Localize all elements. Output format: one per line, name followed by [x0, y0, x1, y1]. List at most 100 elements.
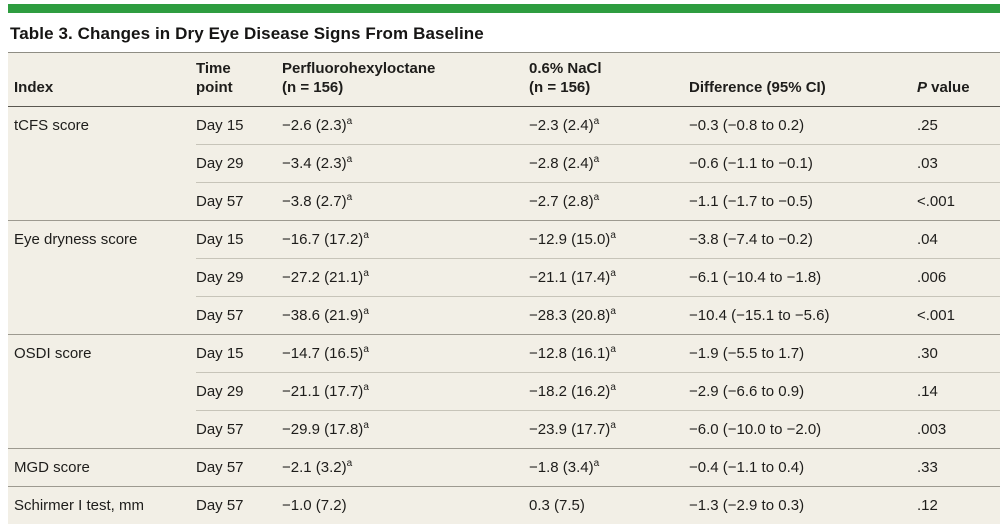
table-row: Day 57 −29.9 (17.8)a −23.9 (17.7)a −6.0 (−1…: [8, 410, 1000, 449]
footnote-marker: a: [363, 344, 369, 355]
cell-difference: −6.1 (−10.4 to −1.8): [689, 258, 917, 297]
footnote-marker: a: [610, 382, 616, 393]
footnote-marker: a: [346, 192, 353, 203]
col-header-time-line2: point: [196, 79, 233, 96]
cell-difference: −0.3 (−0.8 to 0.2): [689, 117, 805, 134]
cell-time-point: Day 57: [196, 182, 282, 221]
col-header-pfh-line1: Perfluorohexyloctane: [282, 60, 436, 77]
cell-nacl-value: −12.8 (16.1)a: [529, 334, 689, 373]
cell-nacl-value: 0.3 (7.5): [529, 486, 689, 524]
cell-time-point: Day 29: [196, 144, 282, 183]
footnote-marker: a: [610, 230, 616, 241]
cell-p-value: .006: [917, 258, 1000, 297]
cell-time-point: Day 29: [196, 372, 282, 411]
accent-bar: [8, 4, 1000, 13]
cell-nacl-value: −28.3 (20.8)a: [529, 296, 689, 335]
footnote-marker: a: [610, 306, 616, 317]
cell-p-value: <.001: [917, 182, 1000, 221]
col-header-time-line1: Time: [196, 60, 231, 77]
cell-pfh-value: −27.2 (21.1)a: [282, 258, 529, 297]
footnote-marker: a: [346, 116, 353, 127]
col-header-nacl-line1: 0.6% NaCl: [529, 60, 602, 77]
cell-pfh-value: −29.9 (17.8)a: [282, 410, 529, 449]
cell-time-point: Day 15: [196, 117, 244, 134]
cell-index: Schirmer I test, mm: [8, 486, 196, 524]
table-row: MGD score Day 57 −2.1 (3.2)a −1.8 (3.4)a −0.…: [8, 448, 1000, 487]
cell-nacl-value: −12.9 (15.0)a: [529, 220, 689, 259]
cell-p-value: .12: [917, 486, 1000, 524]
cell-time-point: Day 57: [196, 296, 282, 335]
footnote-marker: a: [363, 382, 369, 393]
table-body: tCFS score Day 15 −2.6 (2.3)a −2.3 (2.4)a −0…: [8, 107, 1000, 524]
cell-pfh-value: −14.7 (16.5)a: [282, 334, 529, 373]
cell-pfh-value: −3.4 (2.3)a: [282, 144, 529, 183]
cell-p-value: <.001: [917, 296, 1000, 335]
cell-index: OSDI score: [8, 334, 196, 449]
col-header-perfluorohexyloctane: Perfluorohexyloctane (n = 156): [282, 53, 529, 107]
cell-pfh-value: −16.7 (17.2)a: [282, 220, 529, 259]
col-header-index: Index: [8, 53, 196, 107]
cell-difference: −1.9 (−5.5 to 1.7): [689, 334, 917, 373]
footnote-marker: a: [610, 420, 616, 431]
footnote-marker: a: [610, 268, 616, 279]
col-header-difference-label: Difference (95% CI): [689, 79, 826, 96]
col-header-difference: Difference (95% CI): [689, 53, 917, 107]
cell-p-value: .04: [917, 220, 1000, 259]
cell-difference: −1.1 (−1.7 to −0.5): [689, 182, 917, 221]
table-title: Table 3. Changes in Dry Eye Disease Sign…: [8, 13, 1000, 53]
footnote-marker: a: [346, 154, 353, 165]
table-row: Day 29 −21.1 (17.7)a −18.2 (16.2)a −2.9 (−6…: [8, 372, 1000, 411]
cell-difference: −6.0 (−10.0 to −2.0): [689, 410, 917, 449]
footnote-marker: a: [346, 458, 353, 469]
cell-nacl-value: −21.1 (17.4)a: [529, 258, 689, 297]
cell-index: Eye dryness score: [8, 220, 196, 335]
cell-time-point: Day 57: [196, 410, 282, 449]
table-row: Day 57 −38.6 (21.9)a −28.3 (20.8)a −10.4 (−…: [8, 296, 1000, 335]
cell-p-value: .03: [917, 144, 1000, 183]
cell-nacl-value: −2.7 (2.8)a: [529, 182, 689, 221]
table-row: Day 57 −3.8 (2.7)a −2.7 (2.8)a −1.1 (−1.7 t…: [8, 182, 1000, 221]
cell-p-value: .30: [917, 334, 1000, 373]
col-header-time-point: Time point: [196, 53, 282, 107]
dry-eye-signs-table: Index Time point Perfluorohexyloctane (n…: [8, 53, 1000, 524]
table-row: OSDI score Day 15 −14.7 (16.5)a −12.8 (16.1…: [8, 334, 1000, 449]
cell-p-value: .33: [917, 448, 1000, 487]
col-header-index-label: Index: [14, 79, 54, 96]
cell-time-point: Day 15: [196, 334, 282, 373]
cell-nacl-value: −1.8 (3.4)a: [529, 448, 689, 487]
cell-pfh-value: −21.1 (17.7)a: [282, 372, 529, 411]
cell-nacl-value: −2.8 (2.4)a: [529, 144, 689, 183]
cell-index: tCFS score: [14, 117, 90, 134]
cell-nacl-value: −18.2 (16.2)a: [529, 372, 689, 411]
col-header-nacl-line2: (n = 156): [529, 79, 591, 96]
col-header-p-rest: value: [927, 79, 970, 96]
footnote-marker: a: [593, 116, 600, 127]
cell-pfh-value: −3.8 (2.7)a: [282, 182, 529, 221]
cell-nacl-value: −23.9 (17.7)a: [529, 410, 689, 449]
col-header-p-italic: P: [917, 79, 928, 96]
footnote-marker: a: [593, 154, 600, 165]
footnote-marker: a: [593, 192, 600, 203]
col-header-nacl: 0.6% NaCl (n = 156): [529, 53, 689, 107]
cell-pfh-value: −1.0 (7.2): [282, 486, 529, 524]
cell-difference: −2.9 (−6.6 to 0.9): [689, 372, 917, 411]
cell-index: MGD score: [8, 448, 196, 487]
cell-difference: −0.4 (−1.1 to 0.4): [689, 448, 917, 487]
header-row: Index Time point Perfluorohexyloctane (n…: [8, 53, 1000, 107]
footnote-marker: a: [363, 230, 369, 241]
cell-difference: −1.3 (−2.9 to 0.3): [689, 486, 917, 524]
footnote-marker: a: [610, 344, 616, 355]
col-header-pfh-line2: (n = 156): [282, 79, 344, 96]
cell-pfh-value: −2.6 (2.3)a: [282, 116, 353, 135]
table-row: Day 29 −3.4 (2.3)a −2.8 (2.4)a −0.6 (−1.1 t…: [8, 144, 1000, 183]
table-row: Eye dryness score Day 15 −16.7 (17.2)a −12.…: [8, 220, 1000, 335]
footnote-marker: a: [593, 458, 600, 469]
cell-difference: −3.8 (−7.4 to −0.2): [689, 220, 917, 259]
cell-difference: −0.6 (−1.1 to −0.1): [689, 144, 917, 183]
table-row: tCFS score Day 15 −2.6 (2.3)a −2.3 (2.4)a −0…: [8, 107, 1000, 145]
cell-pfh-value: −2.1 (3.2)a: [282, 448, 529, 487]
cell-difference: −10.4 (−15.1 to −5.6): [689, 296, 917, 335]
table-row: Schirmer I test, mm Day 57 −1.0 (7.2) 0.3 (…: [8, 486, 1000, 524]
cell-p-value: .003: [917, 410, 1000, 449]
cell-p-value: .25: [917, 117, 938, 134]
